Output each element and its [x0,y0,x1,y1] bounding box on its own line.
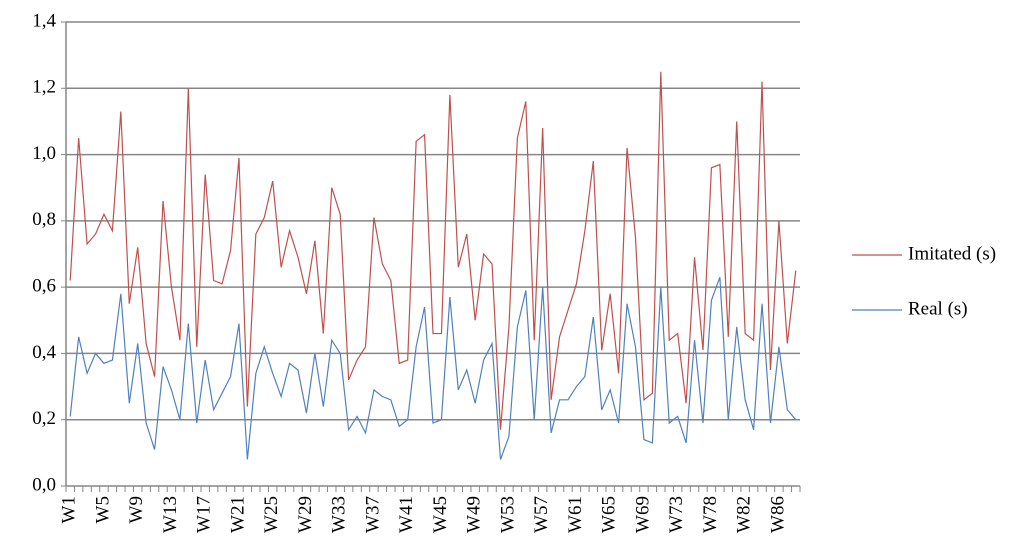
x-tick-label: W9 [126,496,147,523]
x-tick-label: W65 [599,496,620,533]
x-tick-label: W37 [362,496,383,533]
x-tick-label: W45 [430,496,451,533]
x-tick-label: W73 [666,496,687,533]
x-tick-label: W5 [92,496,113,523]
series-line [69,71,797,430]
x-tick-label: W57 [531,496,552,533]
y-tick-label: 0,0 [32,474,56,495]
x-tick-label: W86 [767,496,788,533]
x-tick-label: W78 [700,496,721,533]
x-tick-label: W82 [734,496,755,533]
y-tick-label: 1,0 [32,143,56,164]
y-tick-label: 0,6 [32,276,56,297]
legend-label: Imitated (s) [908,243,996,264]
x-tick-label: W17 [194,496,215,533]
x-tick-label: W33 [329,496,350,533]
x-tick-label: W61 [565,496,586,533]
y-tick-label: 0,4 [32,342,56,363]
x-tick-label: W25 [261,496,282,533]
x-tick-label: W13 [160,496,181,533]
x-tick-label: W29 [295,496,316,533]
y-tick-label: 1,2 [32,77,56,98]
x-tick-label: W41 [396,496,417,533]
x-tick-label: W21 [227,496,248,533]
y-tick-label: 0,2 [32,408,56,429]
legend-label: Real (s) [908,298,968,319]
x-tick-label: W1 [59,496,80,523]
y-tick-label: 0,8 [32,209,56,230]
x-tick-label: W69 [632,496,653,533]
x-tick-label: W49 [464,496,485,533]
series-line [69,276,797,460]
y-tick-label: 1,4 [32,10,56,31]
x-tick-label: W53 [497,496,518,533]
